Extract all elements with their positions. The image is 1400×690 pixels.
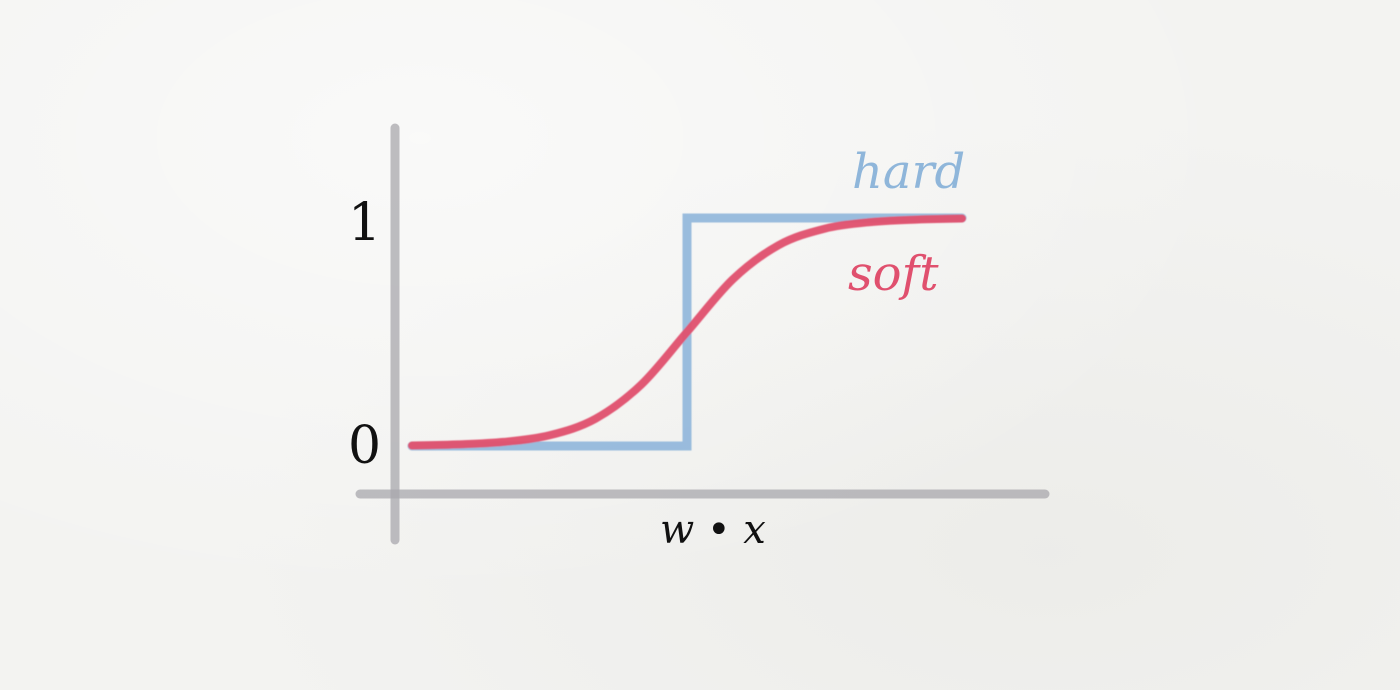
series-line-soft — [408, 214, 966, 450]
y-tick-label-0: 0 — [348, 416, 381, 476]
y-tick-label-1: 1 — [348, 193, 381, 253]
series-label-hard: hard — [852, 144, 965, 200]
series-layer — [407, 213, 967, 451]
series-label-soft: soft — [848, 246, 939, 302]
x-axis-label: w • x — [660, 507, 766, 553]
